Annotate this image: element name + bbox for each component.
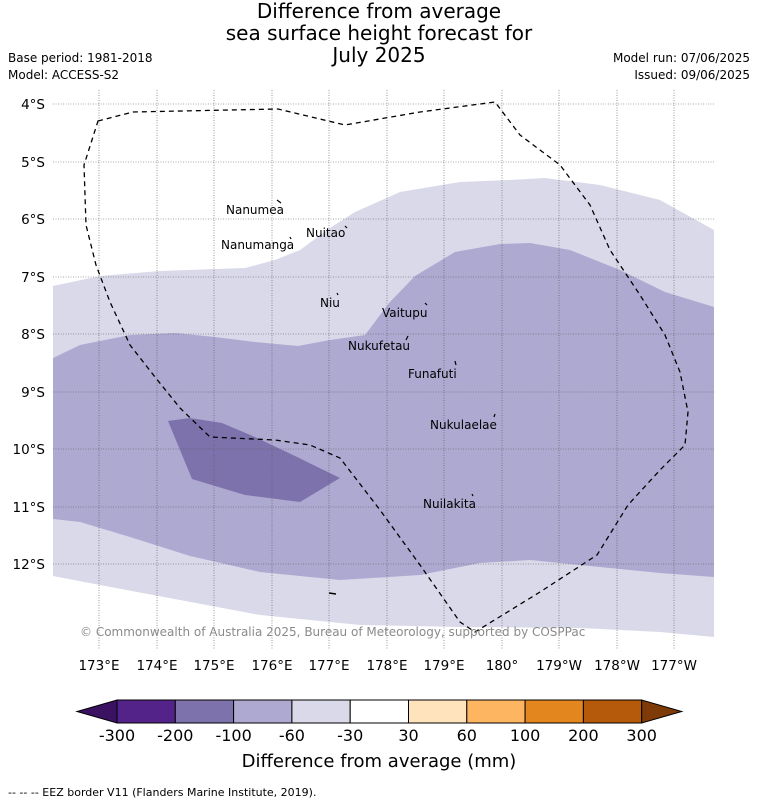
eez-legend-note: -- -- -- EEZ border V11 (Flanders Marine… xyxy=(8,786,317,799)
model-run-date: Model run: 07/06/2025 xyxy=(612,51,750,65)
run-info: Model run: 07/06/2025 Issued: 09/06/2025 xyxy=(613,50,750,84)
place-label-nanumanga: Nanumanga xyxy=(221,238,294,252)
colorbar-low-extend xyxy=(75,699,118,724)
lat-label: 9°S xyxy=(21,385,45,401)
island-shape xyxy=(424,302,428,306)
place-label-niu: Niu xyxy=(320,296,340,310)
colorbar-segment xyxy=(349,699,410,724)
title-line-2: sea surface height forecast for xyxy=(225,21,533,45)
lat-label: 8°S xyxy=(21,327,45,343)
place-label-nukulaelae: Nukulaelae xyxy=(430,418,497,432)
island-shape xyxy=(471,493,474,497)
anomaly-shading xyxy=(53,178,714,637)
island-shape xyxy=(289,236,292,240)
lon-label: 173°E xyxy=(78,658,119,674)
island-shape xyxy=(493,413,496,418)
graticule xyxy=(53,90,714,650)
island-shape xyxy=(405,335,409,341)
colorbar-segment xyxy=(466,699,526,724)
island-shape xyxy=(276,199,282,204)
colorbar-high-extend xyxy=(641,699,684,724)
colorbar-segment xyxy=(582,699,643,724)
colorbar-tick: 30 xyxy=(398,726,418,745)
colorbar-segment xyxy=(233,699,293,724)
band-minus-60-to-minus-100 xyxy=(53,243,714,580)
island-shape xyxy=(336,292,339,296)
copyright-notice: © Commonwealth of Australia 2025, Bureau… xyxy=(80,625,585,639)
lon-label: 177°E xyxy=(308,658,349,674)
colorbar: -300 -200 -100 -60 -30 30 60 100 200 300… xyxy=(75,699,684,772)
lon-label: 178°W xyxy=(594,658,640,674)
island-shape xyxy=(328,592,337,595)
lat-label: 6°S xyxy=(21,212,45,228)
island-markers: Nanumea Nuitao Nanumanga Niu Vaitupu Nuk… xyxy=(221,199,497,595)
map-title: Difference from average sea surface heig… xyxy=(0,0,758,66)
colorbar-tick: -60 xyxy=(279,726,305,745)
place-label-nuitao: Nuitao xyxy=(306,226,345,240)
colorbar-tick: -100 xyxy=(215,726,251,745)
island-shape xyxy=(344,225,348,229)
model-name: Model: ACCESS-S2 xyxy=(8,68,120,82)
place-label-vaitupu: Vaitupu xyxy=(382,306,428,320)
lon-label: 177°W xyxy=(651,658,697,674)
colorbar-tick: -30 xyxy=(337,726,363,745)
lon-label: 180° xyxy=(486,658,519,674)
lon-label: 178°E xyxy=(366,658,407,674)
lon-label: 179°W xyxy=(536,658,582,674)
colorbar-label: Difference from average (mm) xyxy=(242,751,517,772)
lon-label: 176°E xyxy=(251,658,292,674)
colorbar-tick: 100 xyxy=(510,726,541,745)
title-line-1: Difference from average xyxy=(256,0,502,23)
colorbar-tick: 200 xyxy=(568,726,599,745)
place-label-nanumea: Nanumea xyxy=(226,203,284,217)
base-period: Base period: 1981-2018 xyxy=(8,51,153,65)
place-label-nukufetau: Nukufetau xyxy=(348,339,410,353)
title-line-3: July 2025 xyxy=(332,43,426,67)
colorbar-segment xyxy=(174,699,235,724)
band-minus-100-to-minus-200 xyxy=(168,418,340,502)
lat-label: 4°S xyxy=(21,97,45,113)
colorbar-tick: 60 xyxy=(457,726,477,745)
colorbar-tick: 300 xyxy=(626,726,657,745)
lat-label: 12°S xyxy=(13,557,46,573)
model-info: Base period: 1981-2018 Model: ACCESS-S2 xyxy=(8,50,153,84)
lon-label: 174°E xyxy=(136,658,177,674)
lat-label: 7°S xyxy=(21,270,45,286)
colorbar-segment xyxy=(291,699,351,724)
lat-label: 10°S xyxy=(13,442,46,458)
longitude-labels: 173°E 174°E 175°E 176°E 177°E 178°E 179°… xyxy=(78,658,696,674)
place-label-nuilakita: Nuilakita xyxy=(423,497,476,511)
island-shape xyxy=(454,360,457,366)
colorbar-segment xyxy=(524,699,584,724)
colorbar-segment xyxy=(116,699,176,724)
lat-label: 5°S xyxy=(21,155,45,171)
eez-border xyxy=(83,101,689,633)
lon-label: 179°E xyxy=(423,658,464,674)
issued-date: Issued: 09/06/2025 xyxy=(634,68,750,82)
latitude-labels: 4°S 5°S 6°S 7°S 8°S 9°S 10°S 11°S 12°S xyxy=(13,97,46,573)
colorbar-tick: -300 xyxy=(99,726,135,745)
lat-label: 11°S xyxy=(13,500,46,516)
colorbar-tick: -200 xyxy=(157,726,193,745)
lon-label: 175°E xyxy=(193,658,234,674)
colorbar-segment xyxy=(408,699,468,724)
place-label-funafuti: Funafuti xyxy=(408,367,457,381)
